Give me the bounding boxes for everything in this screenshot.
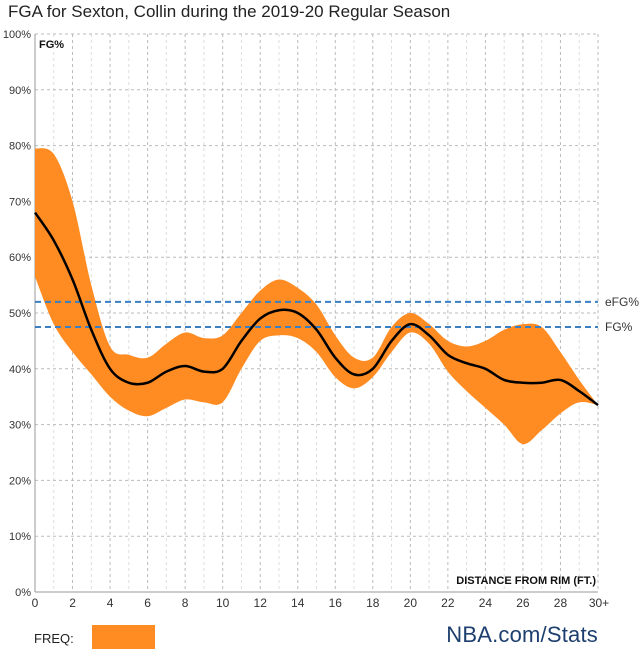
legend-freq-label: FREQ: bbox=[34, 631, 74, 646]
brand-logo[interactable]: NBA.com/Stats bbox=[446, 622, 598, 647]
y-tick-label: 10% bbox=[9, 531, 31, 543]
y-tick-label: 80% bbox=[9, 141, 31, 153]
fg-distance-chart: eFG%FG% 0%10%20%30%40%50%60%70%80%90%100… bbox=[3, 29, 639, 610]
axis-labels: 0%10%20%30%40%50%60%70%80%90%100%0 2 4 6 8 10… bbox=[3, 29, 609, 610]
x-tick-label: 2 bbox=[69, 596, 76, 610]
frequency-band-area bbox=[35, 148, 598, 445]
y-axis-title: FG% bbox=[39, 39, 64, 51]
x-tick-label: 14 bbox=[291, 596, 305, 610]
x-tick-label: 20 bbox=[404, 596, 418, 610]
x-tick-label: 16 bbox=[329, 596, 343, 610]
y-tick-label: 60% bbox=[9, 252, 31, 264]
reference-line-label: eFG% bbox=[605, 295, 639, 309]
fg-line bbox=[33, 211, 599, 407]
legend-freq-swatch bbox=[92, 625, 155, 649]
x-tick-label: 8 bbox=[182, 596, 189, 610]
x-tick-label: 12 bbox=[254, 596, 268, 610]
x-tick-label: 24 bbox=[479, 596, 493, 610]
y-tick-label: 100% bbox=[3, 29, 31, 41]
x-tick-label: 18 bbox=[366, 596, 380, 610]
y-tick-label: 0% bbox=[15, 587, 31, 599]
x-axis-title: DISTANCE FROM RIM (FT.) bbox=[456, 575, 596, 587]
chart-title: FGA for Sexton, Collin during the 2019-2… bbox=[8, 2, 451, 21]
x-tick-label: 22 bbox=[441, 596, 455, 610]
x-tick-label: 30+ bbox=[589, 596, 609, 610]
x-tick-label: 28 bbox=[554, 596, 568, 610]
series-line bbox=[33, 211, 599, 407]
grid bbox=[34, 33, 599, 593]
x-tick-label: 0 bbox=[32, 596, 39, 610]
x-tick-label: 6 bbox=[144, 596, 151, 610]
reference-lines: eFG% FG% bbox=[35, 295, 639, 334]
y-tick-label: 20% bbox=[9, 475, 31, 487]
y-tick-label: 50% bbox=[9, 308, 31, 320]
y-tick-label: 70% bbox=[9, 196, 31, 208]
y-tick-label: 40% bbox=[9, 364, 31, 376]
reference-line-label: FG% bbox=[605, 320, 633, 334]
y-tick-label: 30% bbox=[9, 420, 31, 432]
x-tick-label: 10 bbox=[216, 596, 230, 610]
x-tick-label: 26 bbox=[516, 596, 530, 610]
x-tick-label: 4 bbox=[107, 596, 114, 610]
y-tick-label: 90% bbox=[9, 85, 31, 97]
frequency-band bbox=[35, 148, 598, 445]
